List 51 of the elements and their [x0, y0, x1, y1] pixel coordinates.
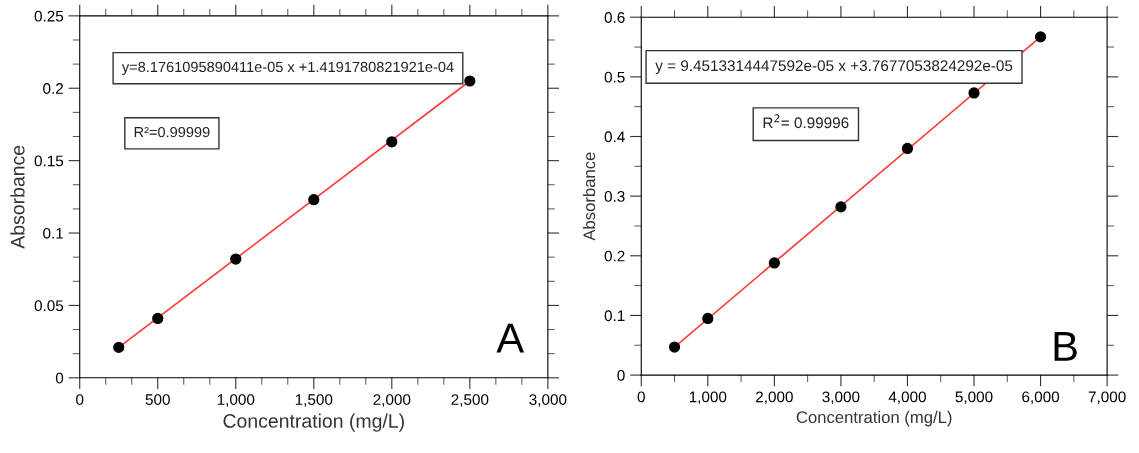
point	[668, 341, 681, 353]
x-axis-title: Concentration (mg/L)	[223, 413, 404, 432]
x-tick-label: 3,000	[822, 391, 860, 405]
x-tick-label: 7,000	[1088, 391, 1126, 405]
y-tick-label: 0.15	[34, 155, 64, 167]
y-axis-title: Absorbance	[10, 145, 25, 249]
point	[702, 312, 714, 325]
point	[835, 201, 847, 213]
x-tick-label: 2,000	[373, 394, 411, 407]
x-tick-label: 0	[637, 391, 645, 403]
x-tick-label: 2,000	[756, 391, 793, 405]
x-tick-label: 0	[76, 394, 84, 405]
x-tick-label: 1,000	[689, 391, 727, 405]
x-tick-label: 500	[145, 394, 170, 405]
annotation: B	[1054, 332, 1077, 361]
point	[1034, 31, 1047, 43]
point	[230, 253, 242, 265]
point	[901, 142, 914, 155]
x-tick-label: 4,000	[888, 391, 926, 405]
y-tick-label: 0.2	[604, 250, 625, 262]
x-axis-title: Concentration (mg/L)	[796, 410, 952, 427]
annotation: y = 9.4513314447592e-05 x +3.7677053824292e-05	[655, 60, 1013, 75]
x-tick-label: 2,500	[451, 394, 489, 407]
x-tick-label: 5,000	[955, 391, 993, 405]
point	[768, 257, 780, 269]
y-tick-label: 0.3	[604, 191, 625, 202]
y-tick-label: 0	[55, 372, 64, 384]
y-tick-label: 0.6	[604, 12, 625, 23]
point	[152, 312, 164, 325]
annotation: y=8.1761095890411e-05 x +1.4191780821921e-04	[121, 61, 454, 75]
y-tick-label: 0	[617, 369, 625, 381]
point	[308, 194, 320, 206]
y-tick-label: 0.4	[604, 131, 625, 143]
y-tick-label: 0.1	[43, 227, 64, 239]
point	[968, 87, 980, 99]
annotation: R$^{2}$= 0.99996	[763, 114, 849, 129]
y-tick-label: 0.25	[34, 10, 64, 22]
point	[464, 75, 476, 87]
x-tick-label: 6,000	[1022, 391, 1060, 405]
y-tick-label: 0.1	[604, 310, 625, 322]
y-tick-label: 0.05	[34, 300, 64, 312]
x-tick-label: 1,000	[217, 394, 255, 407]
x-tick-label: 1,500	[295, 394, 333, 407]
point	[113, 341, 125, 354]
y-tick-label: 0.2	[43, 83, 63, 94]
y-tick-label: 0.5	[604, 71, 625, 83]
annotation: A	[496, 323, 525, 353]
point	[386, 136, 398, 148]
y-axis-title: Absorbance	[582, 152, 596, 241]
annotation: R²=0.99999	[134, 126, 210, 138]
x-tick-label: 3,000	[529, 394, 567, 407]
